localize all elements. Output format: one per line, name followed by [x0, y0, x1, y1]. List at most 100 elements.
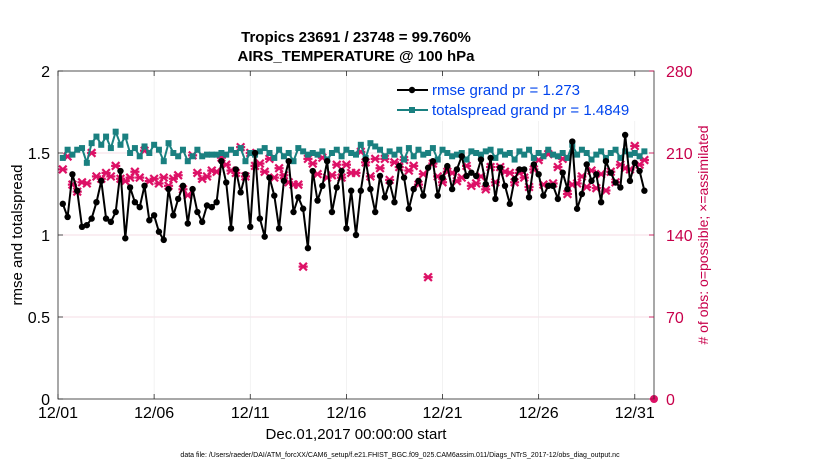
obs-marker: [505, 168, 515, 178]
totalspread-point: [170, 150, 177, 156]
totalspread-point: [79, 145, 86, 152]
rmse-point: [410, 185, 417, 193]
obs-marker: [274, 163, 284, 173]
totalspread-point: [612, 146, 619, 153]
rmse-point: [641, 187, 648, 194]
rmse-point: [535, 171, 542, 178]
obs-marker: [553, 162, 563, 172]
totalspread-point: [617, 154, 624, 161]
rmse-point: [242, 171, 249, 178]
totalspread-point: [372, 143, 379, 150]
totalspread-point: [256, 148, 263, 155]
totalspread-point: [401, 156, 408, 163]
totalspread-point: [127, 150, 134, 156]
x-tick-label: 12/06: [134, 405, 174, 422]
rmse-point: [174, 195, 182, 203]
rmse-point: [362, 156, 369, 163]
rmse-point: [141, 182, 148, 189]
totalspread-point: [194, 146, 201, 153]
rmse-point: [569, 138, 576, 145]
totalspread-point: [626, 151, 633, 158]
rmse-point: [381, 194, 389, 201]
obs-marker: [159, 173, 169, 183]
footnote: data file: /Users/raeder/DAI/ATM_forcXX/…: [180, 452, 620, 459]
obs-marker: [298, 262, 308, 272]
x-tick-label: 12/26: [519, 405, 559, 422]
rmse-point: [439, 174, 446, 181]
totalspread-point: [285, 150, 292, 156]
rmse-point: [208, 203, 216, 211]
totalspread-point: [309, 150, 316, 156]
rmse-point: [194, 208, 201, 216]
totalspread-point: [449, 153, 456, 160]
totalspread-point: [348, 150, 355, 156]
rmse-point: [314, 197, 321, 204]
totalspread-point: [540, 153, 547, 160]
rmse-point: [150, 212, 158, 219]
rmse-point: [247, 223, 254, 230]
totalspread-point: [535, 150, 542, 156]
y2-tick-label: 280: [666, 64, 693, 81]
totalspread-point: [314, 151, 321, 158]
totalspread-point: [506, 150, 513, 156]
totalspread-point: [415, 146, 422, 153]
obs-marker: [341, 160, 351, 170]
obs-marker: [423, 272, 433, 282]
rmse-point: [275, 225, 283, 232]
rmse-point: [213, 199, 220, 206]
rmse-point: [482, 180, 489, 188]
rmse-point: [319, 182, 326, 189]
totalspread-point: [463, 156, 470, 163]
totalspread-point: [458, 150, 465, 156]
totalspread-point: [280, 153, 287, 160]
totalspread-point: [453, 151, 460, 158]
rmse-point: [429, 158, 437, 165]
obs-marker: [375, 163, 385, 173]
rmse-point: [251, 149, 259, 157]
obs-marker: [351, 168, 361, 178]
obs-marker: [332, 160, 342, 170]
totalspread-point: [482, 148, 489, 155]
rmse-point: [299, 205, 307, 212]
totalspread-point: [526, 146, 533, 153]
rmse-point: [333, 184, 340, 191]
rmse-point: [492, 195, 499, 203]
rmse-point: [626, 177, 634, 185]
rmse-point: [391, 199, 398, 206]
totalspread-point: [179, 146, 186, 153]
rmse-point: [328, 208, 336, 216]
rmse-point: [98, 177, 105, 185]
rmse-point: [468, 169, 475, 176]
obs-marker: [260, 167, 270, 177]
rmse-point: [126, 184, 134, 191]
obs-marker: [370, 154, 380, 164]
rmse-point: [290, 208, 297, 216]
totalspread-point: [636, 153, 643, 160]
totalspread-point: [136, 153, 143, 160]
x-tick-label: 12/16: [326, 405, 366, 422]
rmse-point: [559, 169, 566, 176]
y2-tick-label: 210: [666, 146, 693, 163]
totalspread-point: [300, 148, 307, 155]
totalspread-point: [511, 156, 518, 163]
rmse-point: [232, 166, 240, 173]
totalspread-point: [271, 154, 278, 161]
rmse-point: [271, 192, 278, 199]
rmse-point: [93, 199, 100, 206]
totalspread-point: [434, 156, 441, 163]
rmse-point: [223, 179, 230, 186]
rmse-point: [400, 174, 408, 181]
totalspread-point: [160, 158, 167, 165]
rmse-point: [372, 208, 379, 216]
totalspread-point: [98, 141, 105, 148]
rmse-point: [631, 159, 638, 167]
rmse-point: [530, 161, 538, 168]
totalspread-point: [83, 159, 90, 166]
totalspread-point: [184, 158, 191, 165]
rmse-point: [573, 205, 581, 212]
rmse-point: [386, 179, 393, 186]
rmse-point: [420, 192, 427, 199]
rmse-point: [112, 208, 119, 216]
totalspread-point: [112, 128, 119, 135]
totalspread-point: [598, 148, 605, 155]
